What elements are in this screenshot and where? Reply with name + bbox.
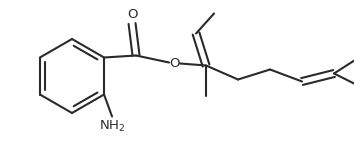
Text: O: O (127, 7, 137, 20)
Text: O: O (169, 57, 179, 70)
Text: NH$_2$: NH$_2$ (99, 119, 125, 134)
